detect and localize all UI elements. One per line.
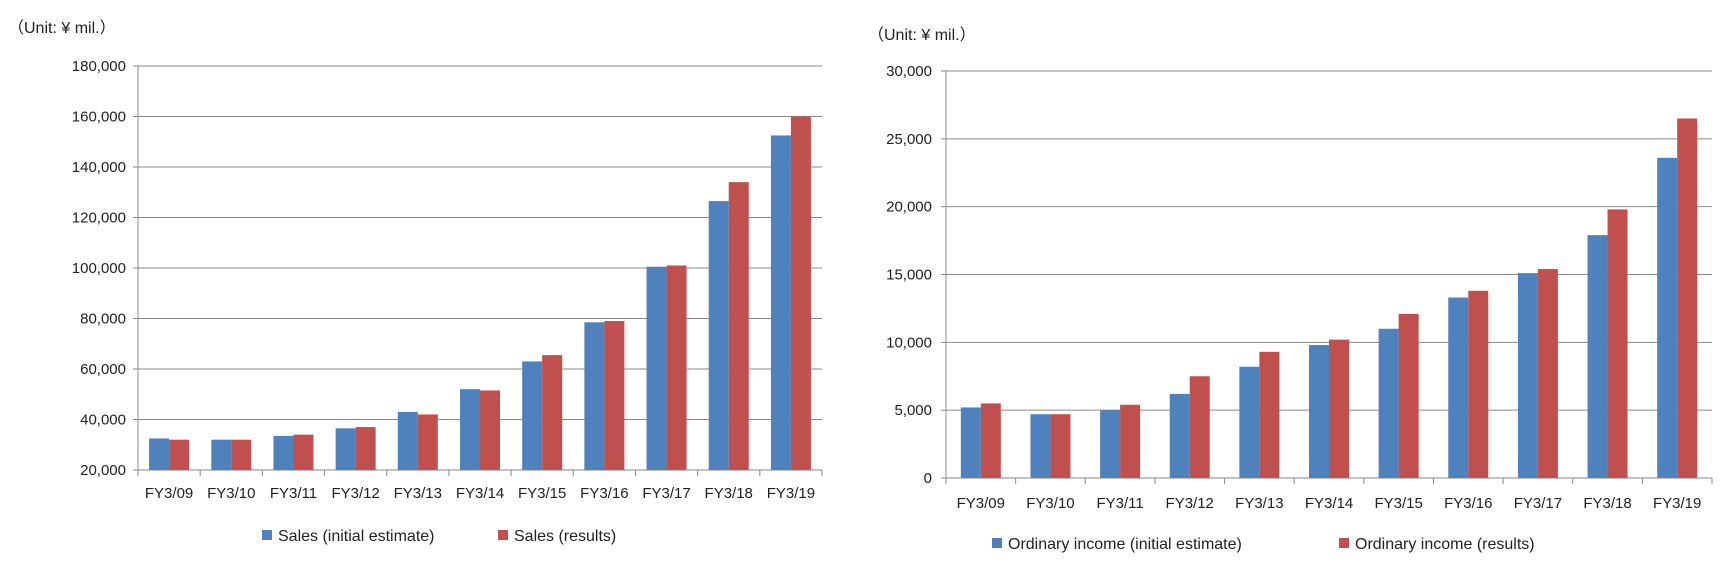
bar-initial-estimate (708, 201, 729, 470)
bar-results (1468, 290, 1489, 478)
legend-swatch (262, 530, 272, 540)
bar-initial-estimate (1657, 157, 1678, 478)
bar-results (666, 265, 687, 470)
x-tick-label: FY3/18 (1583, 495, 1631, 512)
bar-initial-estimate (211, 439, 232, 470)
x-tick-label: FY3/14 (1305, 495, 1353, 512)
y-tick-label: 180,000 (72, 58, 126, 75)
legend-swatch (992, 538, 1002, 548)
bar-initial-estimate (149, 438, 170, 470)
x-tick-label: FY3/09 (145, 485, 193, 502)
bar-initial-estimate (460, 389, 480, 470)
bar-results (293, 434, 314, 470)
bar-results (1050, 414, 1071, 478)
legend-label: Ordinary income (initial estimate) (1008, 536, 1242, 553)
bar-initial-estimate (1587, 235, 1608, 478)
bar-results (480, 390, 500, 470)
y-tick-label: 25,000 (886, 131, 932, 148)
ordinary-income-chart: （Unit: ¥ mil.） 0 5,000 10,000 15,000 20,000 2… (868, 26, 1713, 553)
bar-results (728, 182, 749, 470)
bar-results (1537, 269, 1558, 478)
bar-results (1120, 404, 1141, 478)
y-tick-label: 15,000 (886, 267, 932, 284)
legend-swatch (498, 530, 508, 540)
sales-chart: （Unit: ¥ mil.） 20,000 40,000 60,000 80,000 1… (8, 19, 823, 545)
x-tick-label: FY3/17 (642, 485, 690, 502)
bar-results (1398, 313, 1419, 478)
x-tick-label: FY3/12 (1166, 495, 1214, 512)
x-tick-label: FY3/10 (1026, 495, 1074, 512)
y-tick-label: 120,000 (72, 210, 126, 227)
bar-results (1259, 351, 1280, 478)
bar-initial-estimate (522, 361, 543, 470)
bar-results (355, 427, 376, 470)
bar-initial-estimate (1517, 273, 1538, 478)
bar-initial-estimate (1448, 297, 1469, 478)
unit-label: （Unit: ¥ mil.） (868, 26, 976, 44)
bar-initial-estimate (1169, 393, 1190, 478)
bar-initial-estimate (584, 322, 605, 470)
bar-results (231, 439, 252, 470)
y-tick-label: 30,000 (886, 63, 932, 80)
x-tick-label: FY3/18 (705, 485, 753, 502)
y-tick-label: 60,000 (80, 361, 126, 378)
x-tick-label: FY3/10 (207, 485, 255, 502)
bar-initial-estimate (960, 407, 981, 478)
x-tick-label: FY3/19 (1653, 495, 1701, 512)
y-tick-label: 20,000 (886, 199, 932, 216)
legend-label: Sales (results) (514, 528, 616, 545)
bar-results (1677, 118, 1698, 478)
bar-initial-estimate (1378, 328, 1399, 478)
x-tick-label: FY3/16 (580, 485, 628, 502)
y-tick-label: 100,000 (72, 260, 126, 277)
x-tick-label: FY3/16 (1444, 495, 1492, 512)
bar-results (604, 321, 625, 470)
bar-initial-estimate (1030, 414, 1051, 478)
bar-results (417, 414, 438, 470)
y-tick-label: 160,000 (72, 109, 126, 126)
bar-initial-estimate (397, 411, 418, 470)
bar-results (1607, 209, 1628, 478)
legend-label: Sales (initial estimate) (278, 528, 435, 545)
x-tick-label: FY3/13 (394, 485, 442, 502)
bar-initial-estimate (1239, 366, 1260, 478)
x-tick-label: FY3/19 (767, 485, 815, 502)
y-tick-label: 140,000 (72, 159, 126, 176)
bar-results (169, 439, 190, 470)
bar-initial-estimate (1100, 410, 1121, 478)
bar-results (790, 116, 811, 470)
x-tick-label: FY3/15 (518, 485, 566, 502)
y-tick-label: 10,000 (886, 334, 932, 351)
x-tick-label: FY3/11 (1096, 495, 1143, 512)
x-tick-label: FY3/12 (331, 485, 379, 502)
bar-initial-estimate (770, 135, 791, 470)
y-tick-label: 40,000 (80, 412, 126, 429)
legend-label: Ordinary income (results) (1355, 536, 1535, 553)
bar-initial-estimate (335, 428, 356, 470)
x-tick-label: FY3/17 (1514, 495, 1562, 512)
x-tick-label: FY3/15 (1374, 495, 1422, 512)
bar-initial-estimate (1309, 345, 1329, 478)
bar-results (542, 355, 563, 470)
y-tick-label: 80,000 (80, 311, 126, 328)
bar-results (1329, 339, 1349, 478)
bar-results (980, 403, 1001, 478)
bar-results (1189, 376, 1210, 478)
y-tick-label: 20,000 (80, 462, 126, 479)
bar-initial-estimate (646, 266, 667, 470)
unit-label: （Unit: ¥ mil.） (8, 19, 116, 37)
y-tick-label: 5,000 (894, 402, 932, 419)
y-tick-label: 0 (924, 470, 932, 487)
x-tick-label: FY3/11 (270, 485, 317, 502)
x-tick-label: FY3/13 (1235, 495, 1283, 512)
x-tick-label: FY3/14 (456, 485, 504, 502)
x-tick-label: FY3/09 (957, 495, 1005, 512)
legend-swatch (1339, 538, 1349, 548)
bar-initial-estimate (273, 435, 294, 470)
